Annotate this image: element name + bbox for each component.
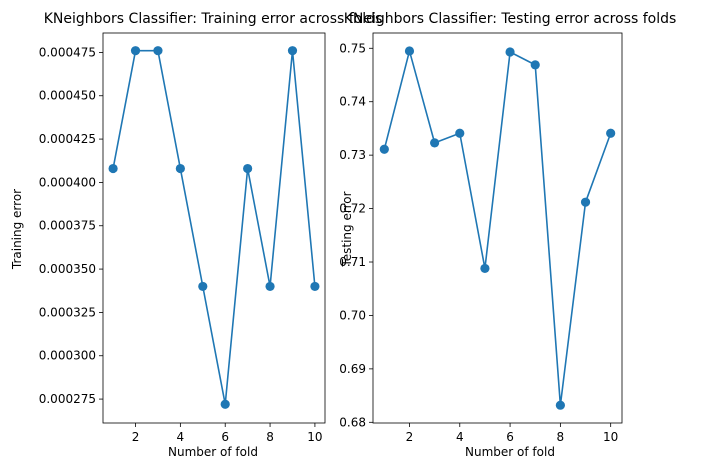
y-axis-label: Training error [10, 189, 24, 270]
y-tick-label: 0.000375 [39, 219, 96, 233]
y-tick-label: 0.70 [339, 308, 366, 322]
data-point [530, 60, 540, 70]
plot-layer: 2 4 6 8 10 0.000275 0.000300 0.000325 0.000350 0.… [39, 32, 326, 444]
series-line [383, 50, 612, 407]
data-point [606, 128, 616, 138]
data-point [404, 46, 415, 56]
y-tick-label: 0.74 [339, 95, 366, 109]
chart-title: KNeighbors Classifier: Testing error acr… [344, 11, 677, 27]
data-point [130, 46, 141, 56]
testing-error-chart: KNeighbors Classifier: Testing error acr… [339, 11, 676, 459]
data-point [175, 163, 185, 174]
x-axis-label: Number of fold [465, 445, 555, 459]
data-point [455, 128, 465, 138]
data-point [555, 400, 565, 410]
data-point [265, 281, 275, 292]
x-tick-label: 2 [406, 430, 414, 444]
y-tick-label: 0.000300 [39, 349, 96, 363]
x-tick-label: 4 [456, 430, 464, 444]
y-tick-label: 0.000425 [39, 132, 96, 146]
data-point [287, 46, 298, 56]
chart-title: KNeighbors Classifier: Training error ac… [44, 11, 383, 27]
x-tick-label: 6 [506, 430, 514, 444]
y-tick-label: 0.000325 [39, 305, 96, 319]
data-point [580, 197, 591, 207]
y-tick-label: 0.72 [339, 202, 366, 216]
y-tick-label: 0.71 [339, 255, 366, 269]
y-tick-label: 0.000475 [39, 45, 96, 59]
y-tick-label: 0.69 [339, 362, 366, 376]
data-point [480, 263, 490, 274]
axes-frame [102, 32, 326, 424]
y-tick-label: 0.000275 [39, 392, 96, 406]
x-tick-label: 8 [266, 430, 274, 444]
data-point [243, 163, 253, 174]
x-axis-label: Number of fold [168, 445, 258, 459]
training-error-chart: KNeighbors Classifier: Training error ac… [10, 11, 382, 459]
y-axis-label: Testing error [340, 191, 354, 267]
x-tick-label: 10 [307, 430, 322, 444]
axes-frame [372, 32, 623, 424]
data-point [505, 47, 515, 57]
data-point [220, 399, 230, 409]
y-tick-label: 0.73 [339, 148, 366, 162]
series-line [112, 49, 316, 406]
x-tick-label: 2 [132, 430, 140, 444]
data-point [379, 144, 389, 154]
x-tick-label: 8 [557, 430, 565, 444]
data-point [153, 46, 163, 56]
x-tick-label: 10 [603, 430, 618, 444]
y-tick-label: 0.68 [339, 415, 366, 429]
data-point [430, 138, 440, 148]
y-tick-label: 0.000400 [39, 175, 96, 189]
data-point [198, 281, 208, 292]
y-tick-label: 0.000450 [39, 89, 96, 103]
x-tick-label: 4 [177, 430, 185, 444]
data-point [108, 163, 118, 174]
data-point [310, 281, 320, 292]
y-tick-label: 0.000350 [39, 262, 96, 276]
plot-layer: 2 4 6 8 10 0.68 0.69 0.70 0.71 0.72 0.73 0.74 0.75 [339, 32, 623, 444]
y-tick-label: 0.75 [339, 41, 366, 55]
x-tick-label: 6 [221, 430, 229, 444]
